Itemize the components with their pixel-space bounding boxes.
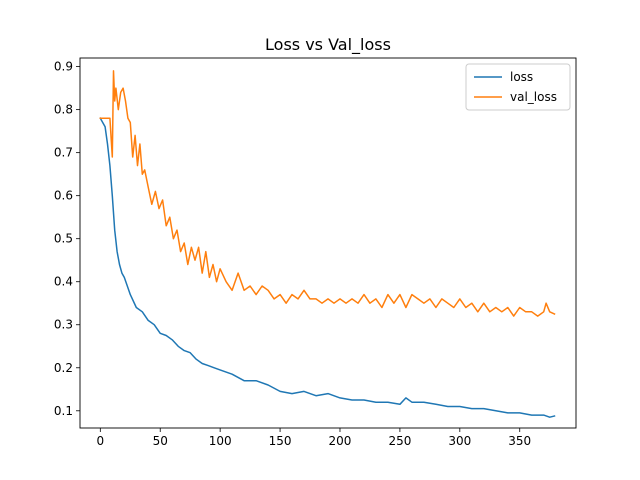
legend-box xyxy=(465,63,571,111)
x-tick-label: 0 xyxy=(96,434,104,448)
x-tick-label: 300 xyxy=(448,434,471,448)
series-line-loss xyxy=(99,117,556,418)
legend-label-val-loss: val_loss xyxy=(510,90,557,104)
y-tick-label: 0.9 xyxy=(54,60,73,74)
y-tick-label: 0.5 xyxy=(54,232,73,246)
x-tick-label: 50 xyxy=(153,434,168,448)
y-tick-label: 0.1 xyxy=(54,404,73,418)
x-tick-label: 350 xyxy=(508,434,531,448)
y-tick-label: 0.2 xyxy=(54,361,73,375)
x-tick-label: 150 xyxy=(269,434,292,448)
series-layer xyxy=(99,70,556,418)
chart-title: Loss vs Val_loss xyxy=(265,35,391,55)
y-tick-label: 0.7 xyxy=(54,146,73,160)
y-tick-label: 0.3 xyxy=(54,318,73,332)
legend-label-loss: loss xyxy=(510,70,533,84)
x-tick-label: 100 xyxy=(209,434,232,448)
series-line-val-loss xyxy=(99,70,556,317)
y-tick-label: 0.6 xyxy=(54,189,73,203)
x-tick-label: 250 xyxy=(388,434,411,448)
x-tick-label: 200 xyxy=(329,434,352,448)
y-tick-label: 0.4 xyxy=(54,275,73,289)
x-axis: 0 50 100 150 200 250 300 350 xyxy=(96,428,531,448)
plot-frame xyxy=(79,57,577,429)
y-tick-label: 0.8 xyxy=(54,103,73,117)
legend: loss val_loss xyxy=(465,63,571,111)
y-axis: 0.1 0.2 0.3 0.4 0.5 0.6 0.7 0.8 0.9 xyxy=(54,60,80,418)
